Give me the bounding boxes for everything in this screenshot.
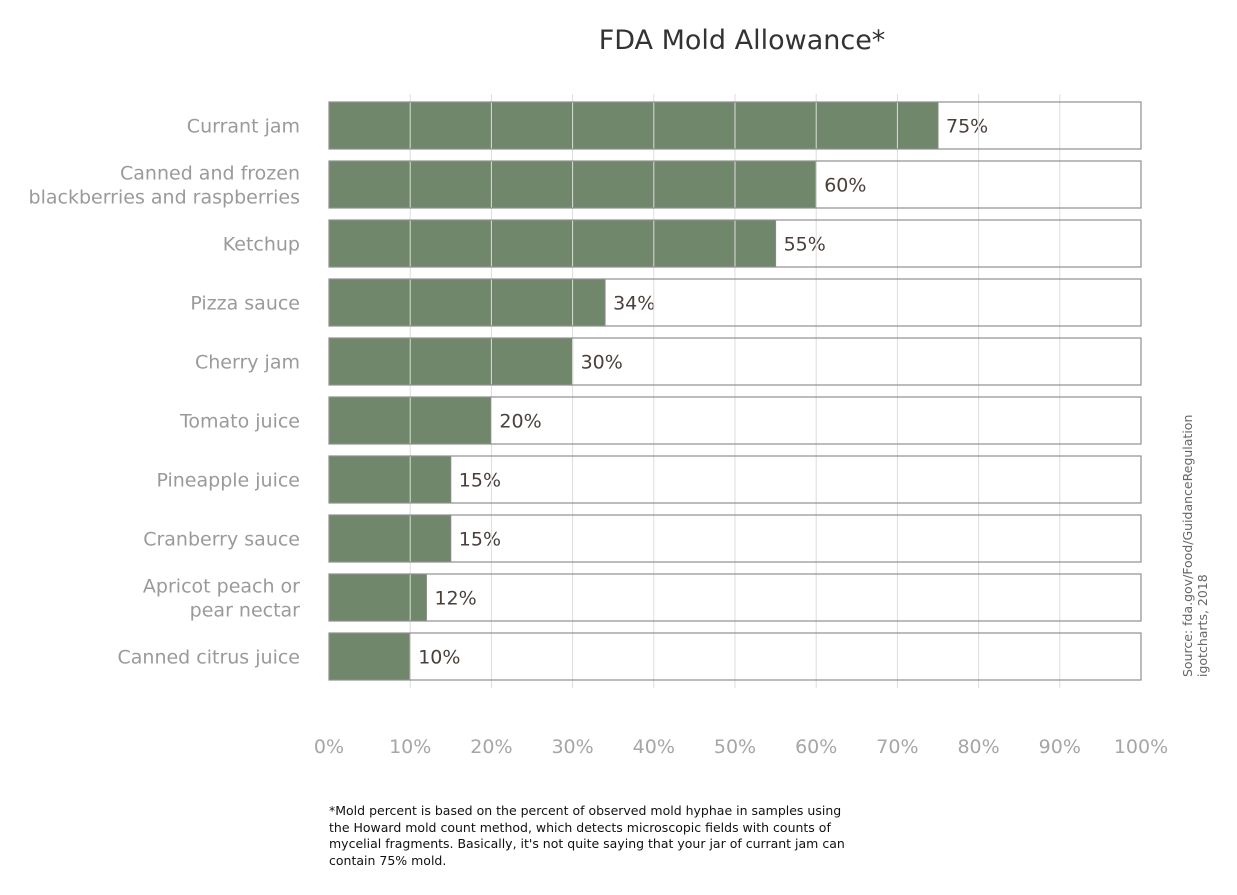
category-label: Currant jam [187, 116, 300, 138]
x-tick-label: 20% [470, 736, 512, 758]
category-label: Pizza sauce [190, 293, 300, 315]
value-label: 34% [613, 293, 655, 315]
bars: 75% Currant jam 60% Canned and frozen blackb… [29, 101, 1141, 681]
bar-row: 15% Cranberry sauce [143, 514, 501, 563]
category-label: Apricot peach or pear nectar [143, 576, 300, 622]
x-tick-label: 0% [314, 736, 344, 758]
bar [328, 514, 452, 563]
category-label: Cherry jam [195, 352, 300, 374]
value-label: 60% [824, 175, 866, 197]
bar-track-border [328, 573, 1142, 622]
bar-track-border [328, 278, 1142, 327]
value-label: 20% [499, 411, 541, 433]
bar [328, 455, 452, 504]
bar-row: 20% Tomato juice [179, 396, 542, 445]
x-tick-label: 100% [1114, 736, 1168, 758]
bar-row: 30% Cherry jam [195, 337, 623, 386]
category-label: Cranberry sauce [143, 529, 300, 551]
bar-row: 10% Canned citrus juice [118, 632, 460, 681]
x-tick-label: 70% [876, 736, 918, 758]
gridlines [409, 94, 1061, 688]
bar [328, 101, 939, 150]
bar-track-border [328, 396, 1142, 445]
bar [328, 337, 574, 386]
category-label: Canned and frozen blackberries and raspbe… [29, 163, 300, 209]
bar-track-border [328, 337, 1142, 386]
x-tick-label: 30% [551, 736, 593, 758]
source-line: Source: fda.gov/Food/GuidanceRegulation [1180, 415, 1195, 677]
bar-row: 55% Ketchup [223, 219, 826, 268]
bar [328, 278, 606, 327]
bar-track-border [328, 455, 1142, 504]
bar [328, 573, 427, 622]
bar-track-border [328, 160, 1142, 209]
value-label: 12% [434, 588, 476, 610]
bar [328, 219, 777, 268]
value-label: 55% [784, 234, 826, 256]
category-label: Tomato juice [179, 411, 300, 433]
chart-title: FDA Mold Allowance* [599, 25, 886, 56]
x-tick-label: 90% [1039, 736, 1081, 758]
bar [328, 632, 411, 681]
x-axis: 0% 10% 20% 30% 40% 50% 60% 70% 80% 90% 100% [314, 736, 1168, 758]
value-label: 75% [946, 116, 988, 138]
value-label: 10% [418, 647, 460, 669]
category-label: Pineapple juice [156, 470, 300, 492]
bar-track-border [328, 632, 1142, 681]
x-tick-label: 40% [633, 736, 675, 758]
bar-track-border [328, 514, 1142, 563]
source-note: Source: fda.gov/Food/GuidanceRegulation … [1180, 411, 1210, 677]
bar-track-border [328, 101, 1142, 150]
x-tick-label: 60% [795, 736, 837, 758]
value-label: 30% [581, 352, 623, 374]
bar-track-border [328, 219, 1142, 268]
footnote: *Mold percent is based on the percent of… [329, 803, 845, 868]
value-label: 15% [459, 470, 501, 492]
bar-row: 75% Currant jam [187, 101, 988, 150]
x-tick-label: 80% [957, 736, 999, 758]
bar-row: 60% Canned and frozen blackberries and ras… [29, 160, 866, 209]
category-label: Ketchup [223, 234, 300, 256]
x-tick-label: 50% [714, 736, 756, 758]
value-label: 15% [459, 529, 501, 551]
category-label: Canned citrus juice [118, 647, 301, 669]
bar-row: 12% Apricot peach or pear nectar [143, 573, 477, 622]
x-tick-label: 10% [389, 736, 431, 758]
bar-row: 34% Pizza sauce [190, 278, 655, 327]
source-line: igotcharts, 2018 [1195, 574, 1210, 677]
